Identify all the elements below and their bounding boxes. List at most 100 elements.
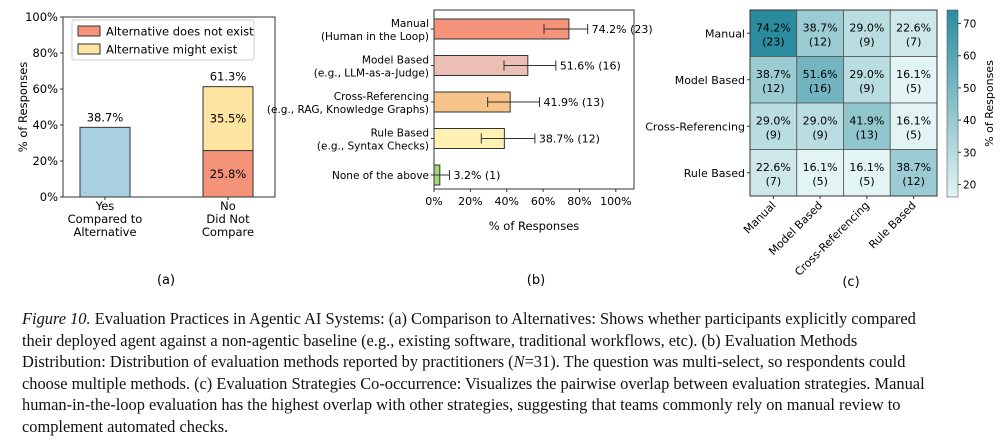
caption-line-5: human-in-the-loop evaluation has the hig…	[22, 395, 901, 414]
colorbar-tick-label: 30	[963, 147, 976, 159]
heatmap-cell-percent: 38.7%	[803, 21, 838, 34]
heatmap-cell-1-1	[796, 56, 844, 104]
heatmap-cell-0-3	[889, 9, 938, 57]
caption-line-3a: Distribution: Distribution of evaluation…	[22, 352, 514, 371]
x-tick-b-label: 60%	[531, 195, 555, 208]
caption-line-3b: =31). The question was multi-select, so …	[524, 352, 906, 371]
heatmap-cell-3-3	[889, 149, 938, 197]
axes-a-frame	[62, 16, 276, 198]
colorbar	[946, 9, 959, 198]
heatmap-frame	[749, 9, 938, 197]
bar-b-value-label: 3.2% (1)	[453, 169, 500, 182]
heatmap-cell-count: (7)	[766, 175, 782, 188]
heatmap-cell-count: (5)	[906, 82, 922, 95]
heatmap-row-label: Cross-Referencing	[645, 120, 745, 133]
x-tick-a-line3: Compare	[202, 225, 254, 239]
colorbar-tick-label: 20	[963, 179, 976, 191]
legend-a-label: Alternative does not exist	[106, 25, 254, 39]
y-tick-b-line2: (Human in the Loop)	[321, 31, 429, 43]
heatmap-cell-percent: 16.1%	[896, 68, 931, 81]
bar-a-value-label: 35.5%	[210, 112, 247, 126]
caption-n-symbol: N	[513, 352, 525, 371]
heatmap-cell-percent: 22.6%	[896, 21, 931, 34]
heatmap-cell-count: (12)	[762, 82, 785, 95]
y-tick-a-label: 40%	[32, 118, 58, 132]
x-tick-a-line2: Did Not	[206, 212, 250, 226]
heatmap-cell-percent: 38.7%	[756, 68, 791, 81]
x-tick-b-label: 0%	[425, 195, 442, 208]
panel-a-label: (a)	[157, 273, 175, 288]
heatmap-cell-percent: 16.1%	[849, 161, 884, 174]
y-tick-a-label: 80%	[32, 46, 58, 60]
colorbar-tick-label: 50	[963, 83, 976, 95]
heatmap-cell-percent: 29.0%	[756, 114, 791, 127]
heatmap-cell-percent: 29.0%	[803, 114, 838, 127]
y-tick-b-line2: (e.g., LLM-as-a-Judge)	[314, 68, 429, 80]
heatmap-cell-1-3	[889, 56, 938, 104]
panel-c-cooccurrence-heatmap: 74.2%(23)38.7%(12)29.0%(9)22.6%(7)38.7%(…	[645, 9, 996, 290]
heatmap-cell-count: (12)	[902, 175, 925, 188]
figure-caption: Figure 10. Evaluation Practices in Agent…	[22, 308, 980, 437]
legend-a-swatch	[77, 43, 101, 55]
heatmap-cell-count: (12)	[809, 35, 832, 48]
heatmap-row-label: Manual	[705, 27, 745, 40]
y-tick-b-line2: (e.g., Syntax Checks)	[317, 141, 429, 153]
heatmap-cell-percent: 16.1%	[896, 114, 931, 127]
panel-b-label: (b)	[527, 273, 545, 288]
bar-b-value-label: 74.2% (23)	[592, 23, 653, 36]
x-tick-a-line3: Alternative	[73, 225, 136, 239]
heatmap-cell-percent: 41.9%	[849, 114, 884, 127]
y-tick-b-line1: Rule Based	[371, 128, 429, 140]
panel-c-label: (c)	[842, 275, 859, 290]
heatmap-cell-percent: 29.0%	[849, 21, 884, 34]
colorbar-label: % of Responses	[983, 60, 996, 147]
x-tick-b-label: 80%	[567, 195, 591, 208]
heatmap-cell-percent: 29.0%	[849, 68, 884, 81]
heatmap-col-label: Manual	[741, 199, 778, 236]
axes-b-frame	[433, 9, 635, 190]
heatmap-cell-count: (5)	[906, 128, 922, 141]
heatmap-cell-count: (5)	[812, 175, 828, 188]
y-tick-b-line2: (e.g., RAG, Knowledge Graphs)	[267, 104, 429, 116]
x-tick-b-label: 100%	[600, 195, 631, 208]
y-tick-b-line1: Manual	[391, 18, 429, 30]
legend-a-box	[71, 19, 255, 61]
heatmap-cell-3-2	[843, 149, 891, 197]
heatmap-cell-count: (23)	[762, 35, 785, 48]
heatmap-cell-count: (13)	[856, 128, 879, 141]
heatmap-cell-1-2	[843, 56, 891, 104]
heatmap-cell-count: (9)	[812, 128, 828, 141]
bar-a-0-0	[79, 126, 131, 198]
heatmap-cell-0-0	[749, 9, 798, 57]
x-tick-b-label: 20%	[458, 195, 482, 208]
heatmap-cell-count: (9)	[859, 35, 875, 48]
y-tick-a-label: 100%	[25, 10, 58, 24]
bar-a-value-label: 25.8%	[210, 167, 247, 181]
heatmap-cell-3-0	[749, 149, 798, 197]
caption-line-6: complement automated checks.	[22, 416, 229, 436]
heatmap-cell-count: (9)	[859, 82, 875, 95]
y-tick-a-label: 20%	[32, 154, 58, 168]
heatmap-cell-count: (7)	[906, 35, 922, 48]
legend-a: Alternative does not exist Alternative mi…	[71, 19, 255, 61]
bar-b-value-label: 38.7% (12)	[539, 133, 600, 146]
heatmap-cell-percent: 16.1%	[803, 161, 838, 174]
x-axis-b-label: % of Responses	[489, 219, 580, 233]
caption-line-2: their deployed agent against a non-agent…	[22, 330, 858, 350]
heatmap-col-label: Rule Based	[866, 199, 918, 251]
legend-a-label: Alternative might exist	[106, 43, 238, 57]
bar-b-value-label: 41.9% (13)	[543, 96, 604, 109]
bar-a-1-2	[202, 86, 254, 152]
caption-figure-label: Figure 10.	[22, 309, 91, 328]
legend-a-swatch	[77, 25, 101, 37]
heatmap-row-label: Rule Based	[684, 167, 745, 180]
y-tick-b-line1: Model Based	[362, 55, 429, 67]
heatmap-cell-percent: 38.7%	[896, 161, 931, 174]
panel-b-methods-chart: 74.2% (23) Manual(Human in the Loop) 51.6%…	[267, 9, 653, 288]
bar-a-total-label: 38.7%	[87, 110, 124, 124]
caption-line-4: choose multiple methods. (c) Evaluation …	[22, 373, 925, 393]
bar-a-total-label: 61.3%	[210, 70, 247, 84]
y-tick-b-line1: None of the above	[332, 170, 429, 182]
caption-line-1: Evaluation Practices in Agentic AI Syste…	[90, 309, 916, 328]
